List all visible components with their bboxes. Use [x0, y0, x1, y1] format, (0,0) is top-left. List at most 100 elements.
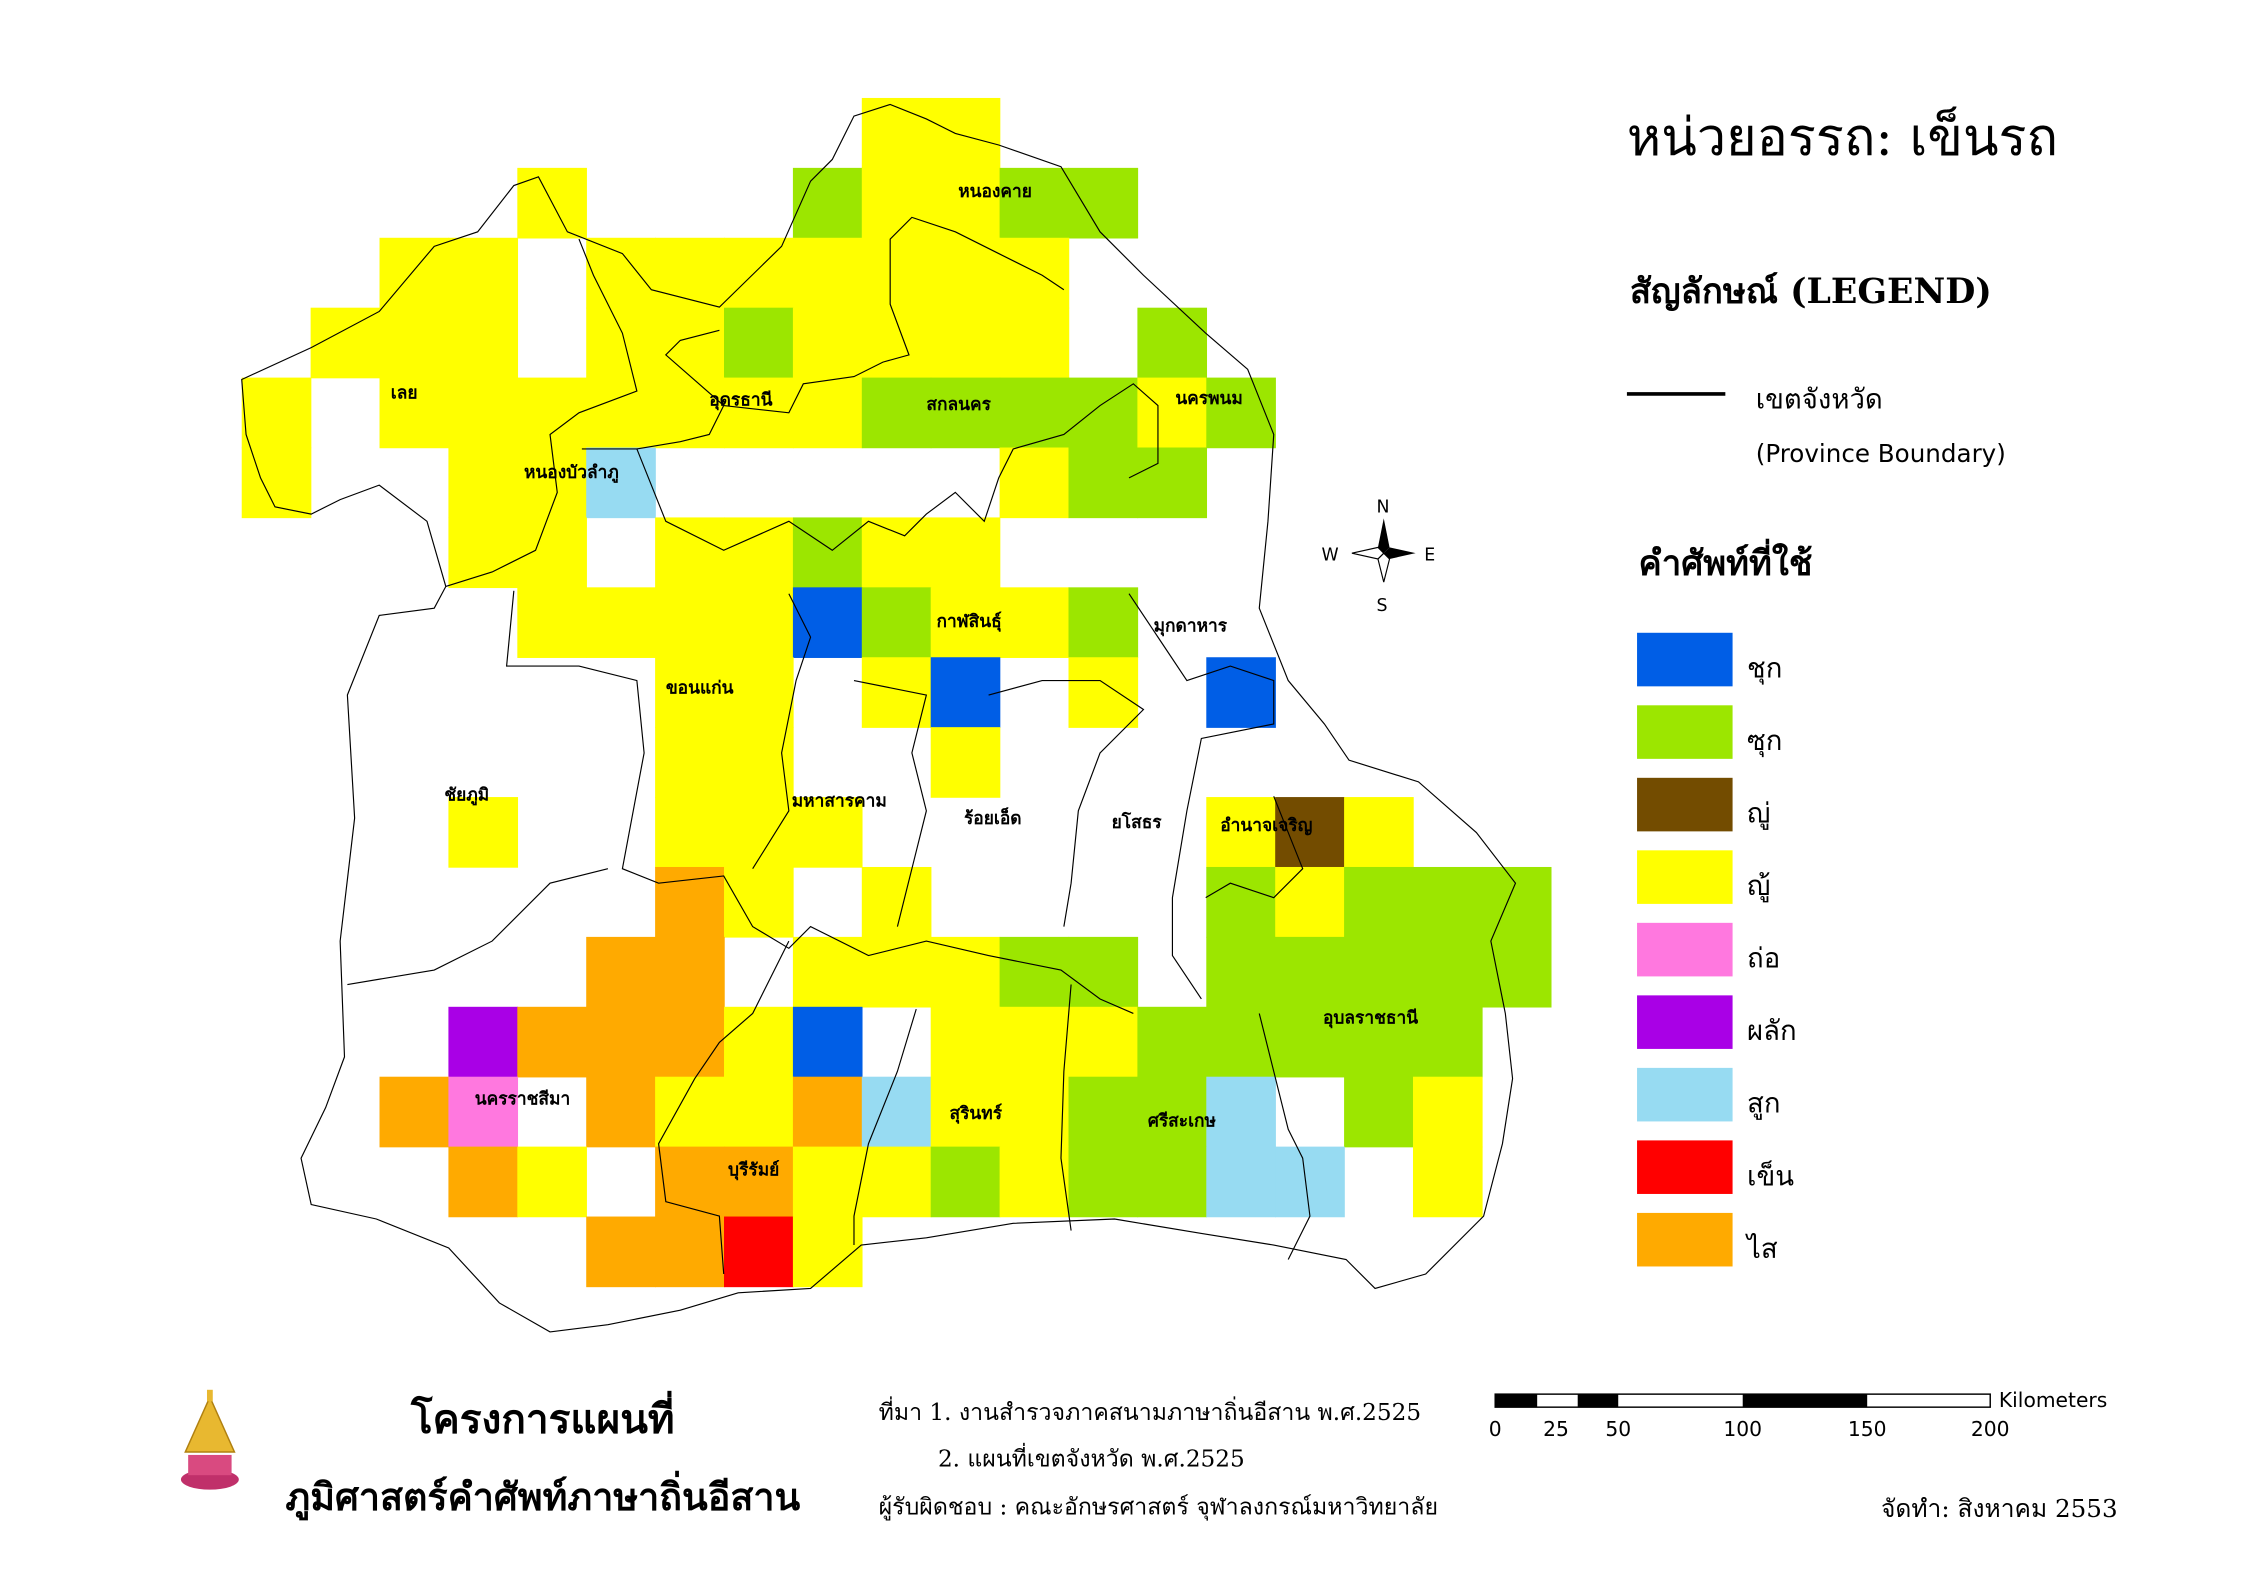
grid-cell-ญู้: [241, 377, 312, 449]
grid-cell-ซุก: [930, 377, 1001, 449]
project-title-line2: ภูมิศาสตร์คำศัพท์ภาษาถิ่นอีสาน: [285, 1470, 800, 1521]
internal-boundary: [988, 679, 1145, 927]
legend-label: เข็น: [1747, 1158, 1794, 1192]
grid-cell-ชุก: [930, 657, 1001, 728]
grid-cell-ญู้: [655, 377, 725, 449]
grid-cell-ญู้: [930, 167, 1001, 239]
grid-cell-ญู้: [517, 587, 587, 658]
compass-s: S: [1377, 596, 1388, 616]
grid-cell-ซุก: [999, 936, 1070, 1008]
grid-cell-ญู้: [930, 587, 1001, 658]
grid-cell-สูก: [1275, 1146, 1345, 1218]
legend-items: ชุกซุกญู่ญู้ถ่อผลักสูกเข็นไส: [1637, 632, 1797, 1267]
grid-cell-ญู้: [792, 936, 863, 1008]
grid-cell-ไส: [379, 1076, 450, 1148]
grid-cell-ญู้: [999, 307, 1070, 379]
grid-cell-ซุก: [792, 167, 863, 239]
grid-cell-ญู้: [999, 1006, 1070, 1078]
scale-tick: 50: [1605, 1417, 1631, 1441]
grid-cell-ญู้: [448, 517, 519, 589]
province-label: กาฬสินธุ์: [936, 611, 1001, 632]
legend-label: ไส: [1745, 1233, 1778, 1265]
grid-cell-ซุก: [999, 377, 1070, 449]
grid-cell-ญู้: [930, 307, 1001, 379]
legend-swatch: [1637, 1067, 1733, 1122]
legend-label: ถ่อ: [1747, 943, 1780, 975]
grid-cell-ญู่: [1275, 797, 1345, 868]
province-label: อุดรธานี: [709, 390, 772, 411]
region-outline: [241, 103, 1517, 1333]
internal-boundary: [752, 593, 812, 870]
grid-cell-ญู้: [724, 866, 794, 938]
grid-cell-ญู้: [724, 1006, 794, 1078]
grid-cell-ญู้: [310, 307, 381, 379]
internal-boundary: [1205, 796, 1304, 899]
legend-swatch: [1637, 1212, 1733, 1267]
grid-cell-ซุก: [999, 167, 1070, 239]
legend-label: สูก: [1747, 1088, 1780, 1121]
grid-cell-ญู้: [999, 1146, 1070, 1218]
grid-cell-ซุก: [1206, 377, 1276, 449]
grid-cell-ไส: [655, 936, 725, 1008]
legend-swatch: [1637, 995, 1733, 1049]
grid-cell-เข็น: [724, 1216, 794, 1288]
grid-cell-ไส: [655, 1216, 725, 1288]
grid-cell-ซุก: [1481, 866, 1552, 938]
province-label: ร้อยเอ็ด: [964, 806, 1022, 829]
province-label: อำนาจเจริญ: [1220, 816, 1312, 836]
grid-cell-ญู้: [655, 727, 725, 798]
north-arrow-icon: N S E W: [1322, 498, 1436, 616]
grid-cell-ชุก: [792, 1006, 863, 1078]
grid-cell-ญู้: [930, 97, 1001, 169]
grid-cell-ญู้: [448, 237, 519, 309]
grid-cell-ญู้: [861, 866, 932, 938]
province-label: นครราชสีมา: [475, 1089, 570, 1110]
grid-cell-ไส: [517, 1006, 587, 1078]
grid-cell-ซุก: [1275, 1006, 1345, 1078]
grid-cell-ญู้: [999, 237, 1070, 309]
grid-cell-ญู้: [448, 447, 519, 519]
grid-cell-ญู้: [792, 237, 863, 309]
internal-boundary: [347, 868, 609, 986]
grid-cell-ญู้: [930, 237, 1001, 309]
grid-cell-ซุก: [1068, 377, 1139, 449]
grid-cell-ซุก: [1206, 936, 1276, 1008]
scale-tick: 100: [1723, 1417, 1762, 1441]
province-label: ยโสธร: [1112, 811, 1163, 833]
legend-label: ชุก: [1747, 653, 1782, 686]
compass-n: N: [1377, 498, 1390, 518]
grid-cell-ไส: [586, 1076, 656, 1148]
grid-cell-ไส: [586, 936, 656, 1008]
grid-cell-ชุก: [792, 587, 863, 658]
source-2: 2. แผนที่เขตจังหวัด พ.ศ.2525: [938, 1443, 1245, 1473]
grid-cell-สูก: [861, 1076, 932, 1148]
grid-cell-ญู้: [861, 1146, 932, 1218]
responsible: ผู้รับผิดชอบ : คณะอักษรศาสตร์ จุฬาลงกรณ์…: [879, 1493, 1438, 1520]
internal-boundary: [581, 329, 725, 450]
scale-unit: Kilometers: [1999, 1388, 2107, 1412]
grid-cell-ซุก: [1068, 167, 1139, 239]
grid-cell-ญู้: [861, 936, 932, 1008]
grid-cell-ญู้: [586, 307, 656, 379]
grid-cell-ญู้: [517, 377, 587, 449]
grid-cell-ญู้: [861, 167, 932, 239]
scale-tick: 200: [1971, 1417, 2010, 1441]
grid-cell-ผลัก: [448, 1006, 519, 1078]
grid-cell-ญู้: [1412, 1076, 1483, 1148]
grid-cell-ซุก: [1344, 1006, 1414, 1078]
province-label: หนองบัวลำภู: [524, 463, 619, 484]
grid-cell-ญู้: [930, 936, 1001, 1008]
grid-cell-ญู้: [379, 377, 450, 449]
grid-cell-ญู้: [655, 307, 725, 379]
internal-boundary: [853, 1008, 917, 1246]
grid-cell-ซุก: [1068, 936, 1139, 1008]
province-label: บุรีรัมย์: [728, 1160, 779, 1181]
grid-cell-ญู้: [1206, 797, 1276, 868]
grid-cell-ญู้: [586, 237, 656, 309]
grid-cell-ญู้: [724, 377, 794, 449]
grid-cell-ชุก: [1206, 657, 1276, 728]
boundary-label-en: (Province Boundary): [1756, 439, 2006, 468]
legend-swatch: [1637, 850, 1733, 904]
grid-cell-ญู้: [655, 237, 725, 309]
grid-cell-ญู้: [241, 447, 312, 519]
